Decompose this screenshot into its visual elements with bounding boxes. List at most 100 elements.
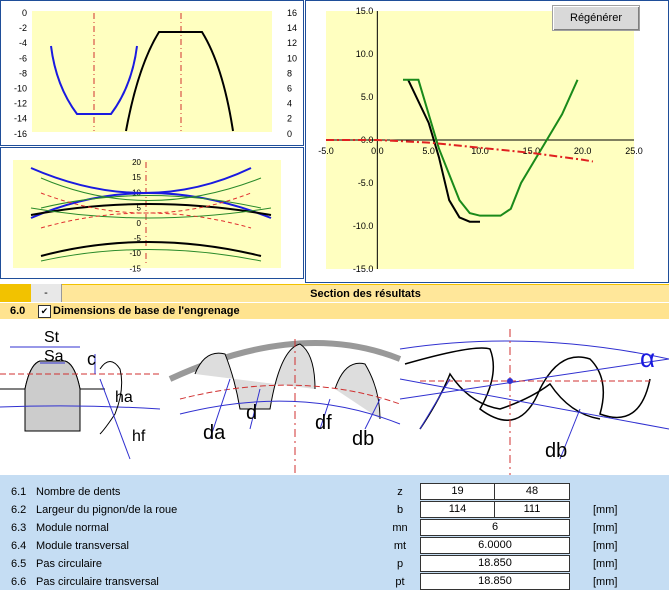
label-db-mesh: db <box>545 440 567 462</box>
value-cell[interactable]: 18.850 <box>420 573 570 590</box>
y-tick-label: 5 <box>137 204 142 213</box>
collapse-results-button[interactable]: - <box>31 284 62 302</box>
value-cell[interactable]: 6.0000 <box>420 537 570 554</box>
result-row: 6.6 Pas circulaire transversal pt 18.850 [mm… <box>0 573 669 591</box>
tooth-profile-plot-area <box>32 11 272 132</box>
y-right-tick-label: 8 <box>287 68 292 78</box>
row-symbol: b <box>396 504 404 516</box>
row-label: Nombre de dents <box>36 486 121 498</box>
row-label: Module transversal <box>36 540 129 552</box>
y-tick-label: -10.0 <box>353 221 374 231</box>
x-tick-label: 0.0 <box>371 146 384 156</box>
row-symbol: p <box>396 558 404 570</box>
y-left-tick-label: -2 <box>19 23 27 33</box>
value-cell[interactable]: 18.850 <box>420 555 570 572</box>
series-line <box>403 78 579 217</box>
label-ha: ha <box>115 389 133 406</box>
result-row: 6.3 Module normal mn 6 [mm] <box>0 519 669 537</box>
row-symbol: mt <box>393 540 407 552</box>
label-da: da <box>203 422 226 444</box>
x-tick-label: 20.0 <box>574 146 592 156</box>
pinion-tooth-curve <box>50 45 138 115</box>
y-tick-label: 15 <box>132 173 141 182</box>
section-title: Dimensions de base de l'engrenage <box>53 305 240 317</box>
y-tick-label: 20 <box>132 158 141 167</box>
label-alpha: α <box>640 343 655 373</box>
y-left-tick-label: -16 <box>14 129 27 139</box>
series-line <box>326 139 594 163</box>
section-checkbox[interactable]: ✔ <box>38 305 51 318</box>
gear-diagram-svg: St Sa c ha hf da d df db <box>0 329 669 475</box>
results-table: 6.1 Nombre de dents z 19 48 6.2 Largeur du pig… <box>0 475 669 590</box>
tooth-detail-figure <box>0 346 161 460</box>
pinion-value-cell[interactable]: 114 <box>420 501 495 518</box>
sliding-speed-chart: -5.0 0.0 5.0 10.0 15.0 20.0 25.0 15.0 10.0 5.0 0.0… <box>318 6 643 274</box>
row-number: 6.2 <box>11 504 27 516</box>
tooth-profile-chart-panel: 0 -2 -4 -6 -8 -10 -12 -14 -16 16 14 12 10 8 6 4 2 0 <box>0 0 304 146</box>
result-row: 6.4 Module transversal mt 6.0000 [mm] <box>0 537 669 555</box>
y-tick-label: -15.0 <box>353 264 374 274</box>
row-unit: [mm] <box>593 558 618 570</box>
label-df: df <box>315 412 332 434</box>
y-tick-label: 5.0 <box>361 92 374 102</box>
y-left-tick-label: -10 <box>14 84 27 94</box>
y-right-tick-label: 0 <box>287 129 292 139</box>
meshing-figure <box>399 329 669 475</box>
y-right-tick-label: 16 <box>287 8 297 18</box>
regenerate-button[interactable]: Régénérer <box>552 5 640 31</box>
row-number: 6.4 <box>11 540 27 552</box>
y-right-tick-label: 2 <box>287 114 292 124</box>
label-db: db <box>352 428 374 450</box>
row-label: Largeur du pignon/de la roue <box>36 504 178 516</box>
y-tick-label: 0.0 <box>361 135 374 145</box>
row-unit: [mm] <box>593 540 618 552</box>
y-tick-label: -5.0 <box>358 178 374 188</box>
gear-value-cell[interactable]: 111 <box>494 501 570 518</box>
gear-dimensions-diagram: St Sa c ha hf da d df db <box>0 319 669 475</box>
x-tick-label: 15.0 <box>523 146 541 156</box>
x-tick-label: -5.0 <box>318 146 334 156</box>
section-number: 6.0 <box>10 305 26 317</box>
gear-circles-figure <box>168 339 402 475</box>
y-left-tick-label: -14 <box>14 114 27 124</box>
tooth-profile-chart: 0 -2 -4 -6 -8 -10 -12 -14 -16 16 14 12 10 8 6 4 2 0 <box>14 8 297 139</box>
result-row: 6.1 Nombre de dents z 19 48 <box>0 483 669 501</box>
result-row: 6.2 Largeur du pignon/de la roue b 114 111 [m… <box>0 501 669 519</box>
y-left-tick-label: -6 <box>19 53 27 63</box>
gear-tooth-curve <box>125 31 234 132</box>
label-hf: hf <box>132 428 146 445</box>
y-right-tick-label: 4 <box>287 99 292 109</box>
y-left-tick-label: -12 <box>14 99 27 109</box>
label-d: d <box>246 402 257 424</box>
y-right-tick-label: 14 <box>287 23 297 33</box>
y-left-tick-label: -4 <box>19 38 27 48</box>
series-line <box>407 79 480 223</box>
y-right-tick-label: 12 <box>287 38 297 48</box>
x-tick-label: 5.0 <box>422 146 435 156</box>
row-number: 6.1 <box>11 486 27 498</box>
row-number: 6.3 <box>11 522 27 534</box>
row-unit: [mm] <box>593 504 618 516</box>
y-tick-label: 15.0 <box>356 6 374 16</box>
y-right-tick-label: 10 <box>287 53 297 63</box>
section-header <box>0 303 669 319</box>
row-label: Pas circulaire transversal <box>36 576 159 588</box>
row-number: 6.5 <box>11 558 27 570</box>
gear-value-cell[interactable]: 48 <box>494 483 570 500</box>
pinion-value-cell[interactable]: 19 <box>420 483 495 500</box>
result-row: 6.5 Pas circulaire p 18.850 [mm] <box>0 555 669 573</box>
row-unit: [mm] <box>593 522 618 534</box>
row-label: Module normal <box>36 522 109 534</box>
row-number: 6.6 <box>11 576 27 588</box>
value-cell[interactable]: 6 <box>420 519 570 536</box>
y-tick-label: 10.0 <box>356 49 374 59</box>
row-unit: [mm] <box>593 576 618 588</box>
label-sa: Sa <box>44 348 64 365</box>
y-left-tick-label: -8 <box>19 68 27 78</box>
y-tick-label: -5 <box>134 234 142 243</box>
sliding-speed-chart-panel: -5.0 0.0 5.0 10.0 15.0 20.0 25.0 15.0 10.0 5.0 0.0… <box>305 0 669 283</box>
label-st: St <box>44 329 60 346</box>
row-label: Pas circulaire <box>36 558 103 570</box>
x-tick-label: 10.0 <box>471 146 489 156</box>
